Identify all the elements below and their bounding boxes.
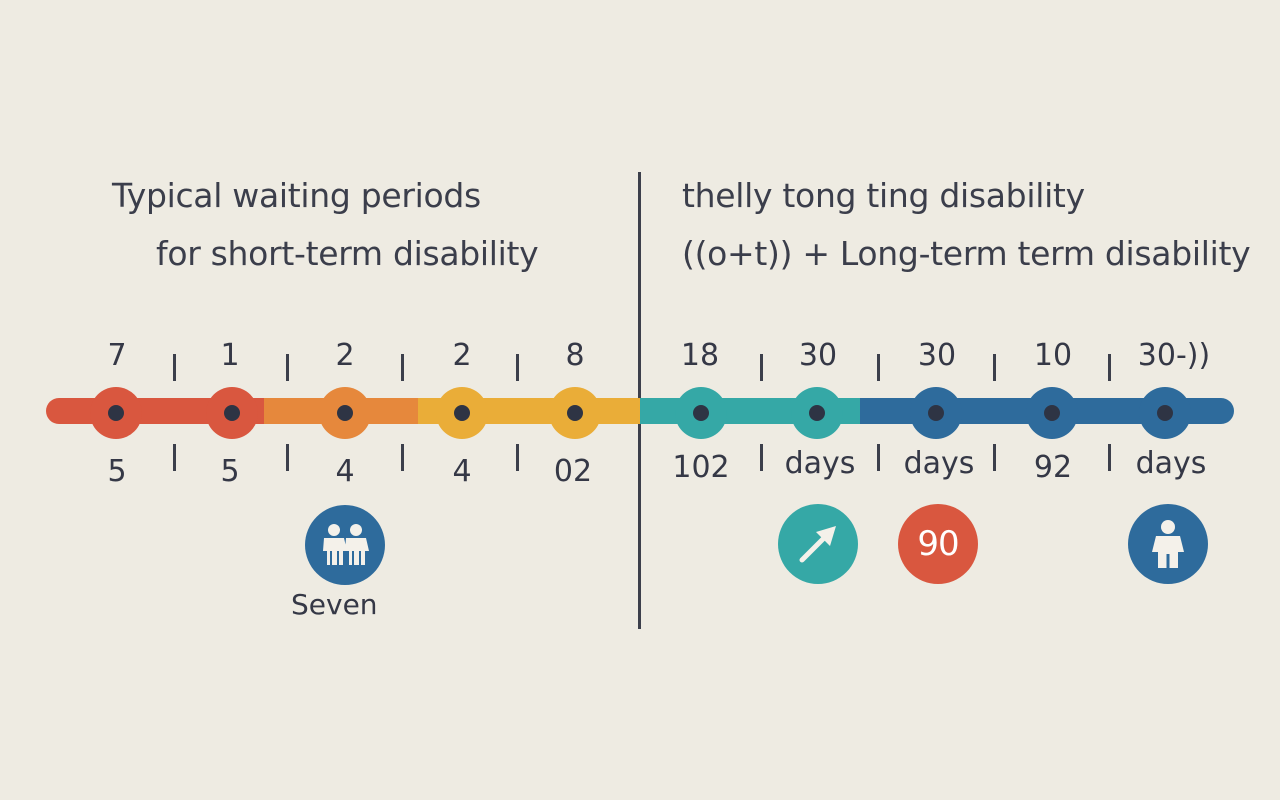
tick-mark	[760, 354, 763, 381]
dot-core	[567, 405, 583, 421]
two-people-icon	[305, 505, 385, 585]
person-icon	[1128, 504, 1208, 584]
bottom-label: 4	[452, 454, 472, 489]
top-label: 30	[798, 338, 838, 373]
tick-mark	[286, 444, 289, 471]
timeline-dot	[1139, 387, 1191, 439]
tick-mark	[993, 444, 996, 471]
bottom-label: 5	[220, 454, 240, 489]
tick-mark	[760, 444, 763, 471]
top-label: 1	[220, 338, 240, 373]
top-label: 8	[565, 338, 585, 373]
badge-value: 90	[917, 524, 959, 564]
timeline-dot	[436, 387, 488, 439]
tick-mark	[516, 444, 519, 471]
bottom-label: 02	[553, 454, 593, 489]
tick-mark	[1108, 354, 1111, 381]
dot-core	[1157, 405, 1173, 421]
bottom-label: days	[784, 446, 856, 481]
dot-core	[454, 405, 470, 421]
arrow-icon	[778, 504, 858, 584]
top-label: 30-))	[1137, 338, 1211, 373]
number-badge: 90	[898, 504, 978, 584]
timeline-dot	[675, 387, 727, 439]
top-label: 30	[917, 338, 957, 373]
short-term-title-line1: Typical waiting periods	[112, 176, 481, 215]
bottom-label: 92	[1033, 450, 1073, 485]
tick-mark	[173, 444, 176, 471]
tick-mark	[401, 354, 404, 381]
timeline-dot	[206, 387, 258, 439]
bottom-label: 102	[672, 450, 730, 485]
timeline-dot	[910, 387, 962, 439]
timeline-dot	[791, 387, 843, 439]
tick-mark	[173, 354, 176, 381]
dot-core	[224, 405, 240, 421]
timeline-dot	[1026, 387, 1078, 439]
long-term-title-line1: thelly tong ting disability	[682, 176, 1085, 215]
dot-core	[108, 405, 124, 421]
bottom-label: days	[903, 446, 975, 481]
tick-mark	[401, 444, 404, 471]
bottom-label: 5	[107, 454, 127, 489]
tick-mark	[877, 354, 880, 381]
top-label: 7	[107, 338, 127, 373]
timeline-dot	[319, 387, 371, 439]
dot-core	[1044, 405, 1060, 421]
top-label: 10	[1033, 338, 1073, 373]
tick-mark	[877, 444, 880, 471]
dot-core	[809, 405, 825, 421]
dot-core	[928, 405, 944, 421]
bottom-label: 4	[335, 454, 355, 489]
dot-core	[693, 405, 709, 421]
tick-mark	[286, 354, 289, 381]
top-label: 18	[680, 338, 720, 373]
bottom-label: days	[1135, 446, 1207, 481]
icon-caption: Seven	[291, 588, 378, 621]
tick-mark	[993, 354, 996, 381]
top-label: 2	[335, 338, 355, 373]
long-term-title-line2: ((o+t)) + Long-term term disability	[682, 234, 1251, 273]
timeline-dot	[90, 387, 142, 439]
tick-mark	[516, 354, 519, 381]
dot-core	[337, 405, 353, 421]
timeline-dot	[549, 387, 601, 439]
tick-mark	[1108, 444, 1111, 471]
top-label: 2	[452, 338, 472, 373]
short-term-title-line2: for short-term disability	[156, 234, 539, 273]
